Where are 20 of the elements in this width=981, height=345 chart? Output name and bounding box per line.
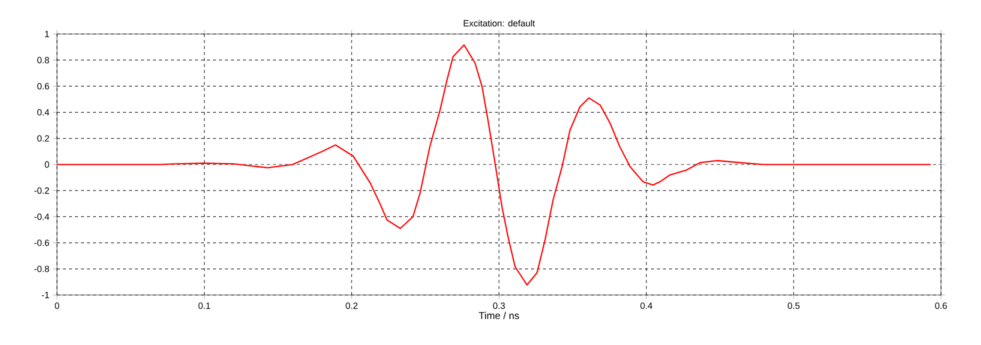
x-tick-label: 0.3 bbox=[493, 302, 505, 309]
x-tick-label: 0.2 bbox=[346, 302, 358, 309]
x-tick-label: 0.6 bbox=[935, 302, 947, 309]
y-tick-label: 1 bbox=[45, 30, 50, 38]
x-tick-label: 0 bbox=[54, 302, 60, 309]
y-tick-label: 0.6 bbox=[37, 83, 50, 90]
y-tick-label: -0.4 bbox=[34, 214, 50, 220]
y-tick-label: 0.2 bbox=[37, 135, 50, 142]
y-tick-label: 0 bbox=[44, 161, 50, 168]
x-axis-title: Time / ns bbox=[478, 312, 520, 320]
x-tick-label: 0.4 bbox=[640, 302, 652, 309]
y-tick-label: -0.2 bbox=[34, 187, 50, 194]
y-tick-label: 0.8 bbox=[37, 56, 50, 64]
chart-title: Excitation: default bbox=[464, 20, 535, 26]
x-tick-label: 0.5 bbox=[788, 302, 800, 309]
x-tick-label: 0.1 bbox=[198, 302, 210, 309]
y-tick-label: -0.6 bbox=[34, 240, 50, 246]
y-tick-label: 0.4 bbox=[37, 109, 50, 116]
y-tick-label: -1 bbox=[42, 292, 50, 298]
y-tick-label: -0.8 bbox=[34, 266, 50, 272]
